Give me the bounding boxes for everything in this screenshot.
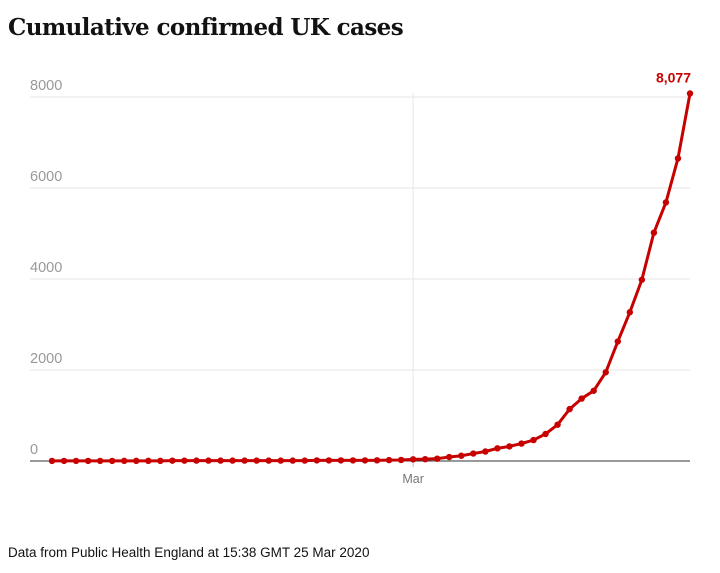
data-point bbox=[157, 457, 164, 465]
data-point bbox=[518, 440, 525, 447]
data-point bbox=[530, 436, 537, 444]
series-layer bbox=[50, 92, 692, 463]
y-tick-label: 6000 bbox=[30, 169, 62, 185]
data-point bbox=[181, 457, 188, 464]
data-point bbox=[289, 457, 296, 464]
data-point bbox=[674, 155, 682, 162]
data-point bbox=[121, 457, 128, 465]
data-point bbox=[626, 309, 634, 316]
data-point bbox=[205, 457, 212, 464]
data-point bbox=[217, 457, 224, 464]
data-point bbox=[253, 457, 260, 464]
data-point bbox=[578, 395, 585, 402]
data-point bbox=[265, 457, 272, 464]
points-layer bbox=[48, 90, 694, 465]
data-point bbox=[590, 387, 597, 394]
data-point bbox=[614, 338, 621, 345]
data-point bbox=[686, 90, 694, 97]
data-point bbox=[638, 276, 646, 283]
data-point bbox=[96, 457, 104, 465]
data-point bbox=[349, 457, 357, 464]
data-point bbox=[662, 199, 670, 206]
data-point bbox=[506, 443, 513, 450]
data-point bbox=[241, 457, 248, 464]
y-tick-label: 4000 bbox=[30, 260, 62, 276]
data-point bbox=[60, 457, 68, 465]
data-point bbox=[385, 456, 393, 464]
data-point bbox=[325, 457, 333, 464]
data-point bbox=[193, 457, 200, 464]
y-tick-label: 2000 bbox=[30, 351, 62, 367]
data-point bbox=[650, 229, 658, 236]
data-point bbox=[84, 457, 92, 465]
data-point bbox=[470, 450, 477, 457]
y-tick-label: 0 bbox=[30, 442, 38, 458]
grid-layer bbox=[30, 93, 690, 461]
data-point bbox=[337, 457, 345, 464]
x-tick-label: Mar bbox=[402, 472, 424, 486]
data-point bbox=[133, 457, 140, 465]
data-point bbox=[542, 430, 549, 438]
data-point bbox=[373, 457, 381, 464]
data-point bbox=[554, 421, 561, 428]
data-point bbox=[361, 457, 369, 464]
data-point bbox=[421, 455, 429, 463]
data-point bbox=[602, 369, 609, 376]
data-point bbox=[458, 452, 465, 459]
data-point bbox=[277, 457, 284, 464]
y-tick-label: 8000 bbox=[30, 78, 62, 94]
data-point bbox=[169, 457, 176, 464]
data-point bbox=[409, 456, 417, 463]
chart-title: Cumulative confirmed UK cases bbox=[8, 14, 404, 41]
data-point bbox=[145, 457, 152, 465]
data-point bbox=[301, 457, 308, 464]
data-point bbox=[482, 448, 489, 455]
labels-layer: 0 2000 4000 6000 8000 Mar 8,077 bbox=[30, 69, 691, 486]
end-value-label: 8,077 bbox=[656, 69, 691, 85]
data-point bbox=[72, 457, 80, 465]
data-point bbox=[48, 457, 56, 465]
data-point bbox=[494, 445, 501, 452]
data-point bbox=[397, 456, 405, 464]
data-point bbox=[108, 457, 116, 465]
source-footnote: Data from Public Health England at 15:38… bbox=[8, 545, 370, 560]
data-point bbox=[229, 457, 236, 464]
data-point bbox=[446, 453, 453, 461]
series-line bbox=[50, 92, 692, 463]
data-point bbox=[566, 405, 573, 413]
data-point bbox=[434, 455, 441, 462]
data-point bbox=[313, 457, 321, 464]
